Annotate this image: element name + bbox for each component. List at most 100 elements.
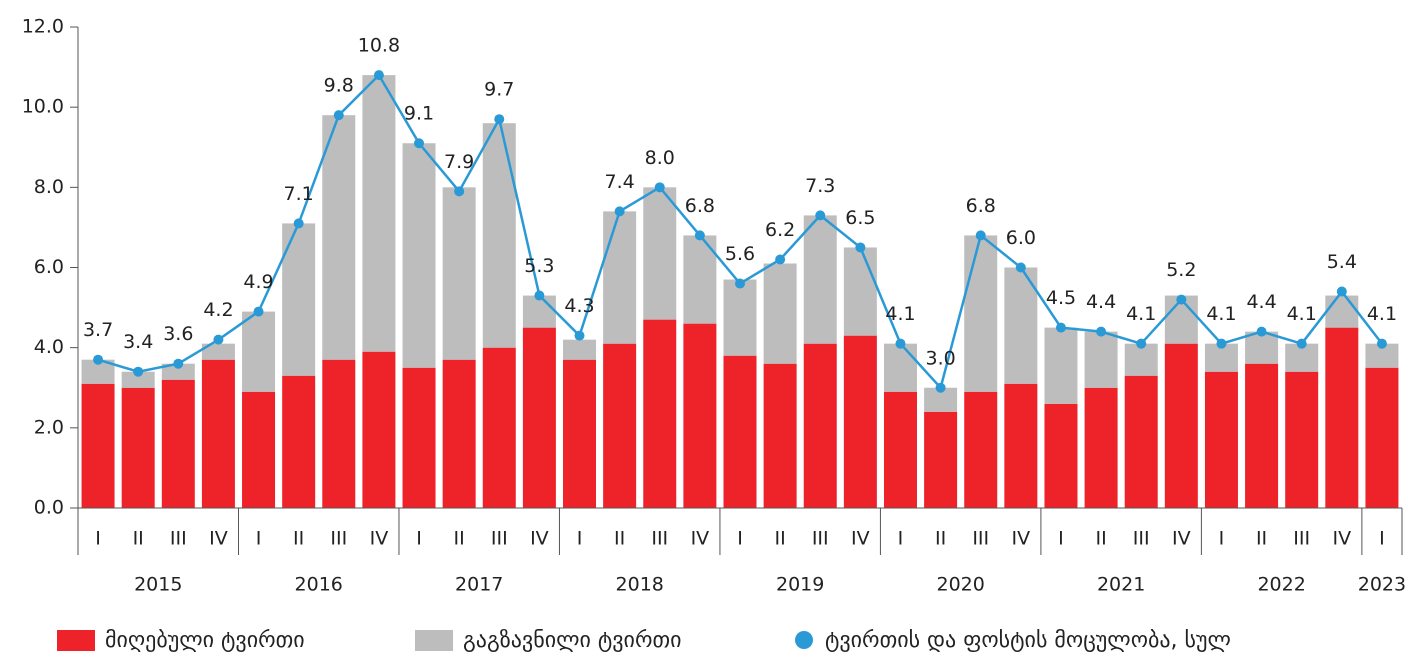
bar <box>402 367 436 508</box>
bar <box>362 351 396 508</box>
year-label: 2017 <box>455 574 503 596</box>
bar <box>1325 327 1359 508</box>
x-tick-label: II <box>133 528 144 550</box>
x-tick-label: III <box>491 528 508 550</box>
x-tick-label: I <box>1379 528 1385 550</box>
bar <box>1124 343 1158 376</box>
bar <box>161 379 195 508</box>
x-tick-label: IV <box>691 528 710 550</box>
line-point <box>975 230 986 241</box>
legend-marker <box>57 630 95 651</box>
bar <box>1084 331 1118 388</box>
bar <box>322 115 356 360</box>
line-point <box>373 70 384 81</box>
x-tick-label: II <box>1256 528 1267 550</box>
bar <box>603 343 637 508</box>
data-label: 6.8 <box>966 195 996 217</box>
data-label: 3.4 <box>123 331 153 353</box>
data-label: 4.4 <box>1246 291 1276 313</box>
bar <box>883 391 917 508</box>
line-point <box>1136 338 1147 349</box>
y-tick-label: 0.0 <box>34 497 64 519</box>
x-tick-label: I <box>95 528 101 550</box>
x-tick-label: III <box>170 528 187 550</box>
data-label: 4.1 <box>1126 303 1156 325</box>
line-point <box>534 290 545 301</box>
bar <box>723 279 757 356</box>
x-tick-label: I <box>256 528 262 550</box>
bar <box>402 143 436 368</box>
bar <box>883 343 917 392</box>
x-tick-label: III <box>812 528 829 550</box>
x-tick-label: IV <box>1172 528 1191 550</box>
data-label: 4.5 <box>1046 287 1076 309</box>
line-point <box>815 210 826 221</box>
line-point <box>735 278 745 289</box>
line-point <box>1055 322 1066 333</box>
x-tick-label: II <box>614 528 625 550</box>
data-label: 5.4 <box>1327 251 1357 273</box>
year-label: 2020 <box>936 574 984 596</box>
legend-label: მიღებული ტვირთი <box>105 628 305 653</box>
data-label: 5.2 <box>1166 259 1196 281</box>
line-point <box>574 330 585 341</box>
data-label: 4.1 <box>1287 303 1317 325</box>
line-point <box>133 366 144 377</box>
x-tick-label: III <box>330 528 347 550</box>
y-tick-label: 12.0 <box>22 16 64 38</box>
bar <box>563 359 597 508</box>
data-label: 9.1 <box>404 103 434 125</box>
bar <box>643 319 677 508</box>
data-label: 3.7 <box>83 319 113 341</box>
line-point <box>414 138 425 149</box>
bar <box>322 359 356 508</box>
line-point <box>454 186 465 197</box>
data-label: 7.4 <box>605 171 635 193</box>
y-tick-label: 6.0 <box>34 256 64 278</box>
bar <box>1164 343 1198 508</box>
x-tick-label: III <box>651 528 668 550</box>
year-label: 2018 <box>616 574 664 596</box>
bar <box>161 363 195 380</box>
bar <box>843 247 877 336</box>
data-label: 6.2 <box>765 219 795 241</box>
y-tick-label: 8.0 <box>34 176 64 198</box>
data-label: 3.6 <box>163 323 193 345</box>
data-label: 4.1 <box>885 303 915 325</box>
x-tick-label: II <box>775 528 786 550</box>
bar <box>81 383 115 508</box>
x-tick-label: III <box>972 528 989 550</box>
x-tick-label: III <box>1133 528 1150 550</box>
x-tick-label: II <box>935 528 946 550</box>
bar <box>201 359 235 508</box>
legend-label: ტვირთის და ფოსტის მოცულობა, სულ <box>825 628 1231 653</box>
y-tick-label: 2.0 <box>34 416 64 438</box>
legend-marker <box>415 630 453 651</box>
data-label: 7.1 <box>284 183 314 205</box>
data-label: 6.0 <box>1006 227 1036 249</box>
bar <box>1044 327 1078 404</box>
bar <box>603 211 637 344</box>
x-tick-label: IV <box>1333 528 1352 550</box>
bar <box>1204 371 1238 508</box>
line-point <box>855 242 866 253</box>
line-point <box>494 114 505 125</box>
bar <box>1124 375 1158 508</box>
data-label: 4.1 <box>1206 303 1236 325</box>
x-tick-label: IV <box>1012 528 1031 550</box>
line-point <box>895 338 906 349</box>
bar <box>121 371 155 388</box>
data-label: 4.4 <box>1086 291 1116 313</box>
bar <box>843 335 877 508</box>
data-label: 9.7 <box>484 79 514 101</box>
x-tick-label: III <box>1293 528 1310 550</box>
x-tick-label: I <box>1058 528 1064 550</box>
data-label: 9.8 <box>324 75 354 97</box>
line-point <box>1216 338 1227 349</box>
bar <box>242 311 276 392</box>
year-label: 2021 <box>1097 574 1145 596</box>
bar <box>1044 403 1078 508</box>
line-point <box>654 182 665 193</box>
bar <box>282 375 316 508</box>
bar <box>201 343 235 360</box>
